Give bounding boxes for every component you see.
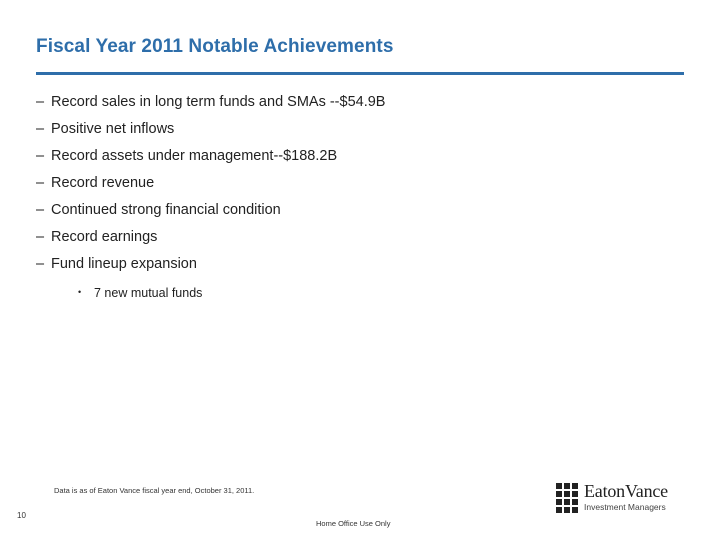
bullet-item: – Record assets under management--$188.2B — [36, 148, 337, 164]
bullet-text: Record assets under management--$188.2B — [51, 148, 338, 164]
bullet-text: Fund lineup expansion — [51, 256, 197, 272]
bullet-item: – Continued strong financial condition — [36, 202, 281, 218]
bullet-text: Positive net inflows — [51, 121, 175, 137]
bullet-text: Record sales in long term funds and SMAs… — [51, 94, 386, 110]
dash-marker: – — [36, 121, 45, 137]
bullet-item: – Fund lineup expansion — [36, 256, 197, 272]
confidentiality-note: Home Office Use Only — [316, 519, 391, 528]
logo-name: EatonVance — [584, 481, 668, 501]
dot-marker: • — [78, 287, 82, 297]
dash-marker: – — [36, 94, 45, 110]
eaton-vance-logo: EatonVance Investment Managers — [556, 481, 688, 514]
sub-bullet-text: 7 new mutual funds — [94, 286, 203, 300]
bullet-item: – Positive net inflows — [36, 121, 174, 137]
bullet-item: – Record earnings — [36, 229, 157, 245]
sub-bullet-item: • 7 new mutual funds — [78, 286, 202, 300]
logo-grid-icon — [556, 483, 578, 513]
dash-marker: – — [36, 229, 45, 245]
bullet-text: Record earnings — [51, 229, 158, 245]
bullet-text: Continued strong financial condition — [51, 202, 281, 218]
dash-marker: – — [36, 256, 45, 272]
title-divider — [36, 72, 684, 75]
dash-marker: – — [36, 202, 45, 218]
logo-tagline: Investment Managers — [584, 502, 666, 512]
slide-title: Fiscal Year 2011 Notable Achievements — [36, 36, 394, 57]
bullet-text: Record revenue — [51, 175, 155, 191]
bullet-item: – Record sales in long term funds and SMA… — [36, 94, 385, 110]
footnote: Data is as of Eaton Vance fiscal year en… — [54, 486, 255, 495]
dash-marker: – — [36, 175, 45, 191]
page-number: 10 — [17, 511, 26, 520]
bullet-item: – Record revenue — [36, 175, 154, 191]
dash-marker: – — [36, 148, 45, 164]
